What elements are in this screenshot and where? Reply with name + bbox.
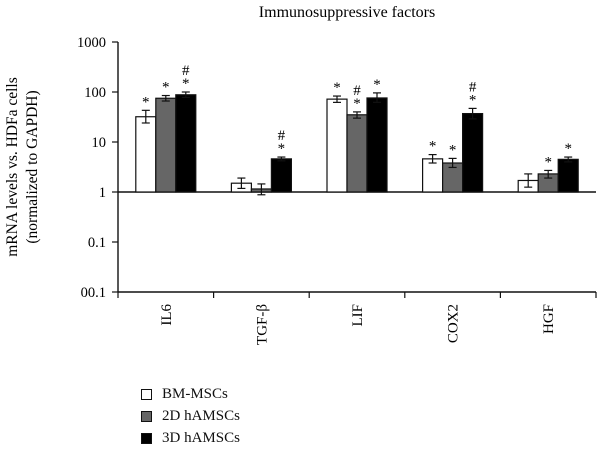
significance-star: * [544,154,552,170]
legend-swatch-2d-hamscs [141,410,152,422]
significance-star: * [469,92,477,108]
bar [422,158,444,193]
legend-item-2d-hamscs: 2D hAMSCs [141,405,240,427]
significance-star: * [142,94,150,110]
significance-star: * [373,77,381,93]
significance-star: * [333,80,341,96]
significance-star: * [449,142,457,158]
bar [346,114,368,193]
legend-item-3d-hamscs: 3D hAMSCs [141,427,240,449]
bar [557,158,579,193]
category-label: LIF [350,304,366,327]
bar [175,94,197,193]
significance-star: * [278,141,286,157]
hash-marker: # [278,128,286,144]
significance-star: * [564,141,572,157]
y-tick-label: 1 [99,185,106,201]
chart-title: Immunosuppressive factors [259,4,435,21]
y-tick-label: 00.1 [81,285,106,301]
category-label: COX2 [446,304,462,343]
bar [326,98,348,193]
significance-star: * [353,96,361,112]
y-tick-label: 1000 [77,35,106,51]
legend-swatch-bm-mscs [141,388,152,400]
y-axis-label-line1: mRNA levels vs. HDFa cells [4,77,21,257]
hash-marker: # [469,79,477,95]
bars [135,91,579,196]
bar [270,158,292,193]
legend: BM-MSCs 2D hAMSCs 3D hAMSCs [141,383,240,449]
legend-swatch-3d-hamscs [141,432,152,444]
category-label: TGF-β [254,304,270,345]
axes: 1000 100 10 1 0.1 00.1 [77,35,597,301]
labels: IL6 TGF-β LIF COX2 HGF**#*#** #*** *#*** [142,63,572,345]
hash-marker: # [353,83,361,99]
category-label: HGF [541,304,557,334]
legend-label: 3D hAMSCs [162,429,240,446]
y-axis-label-line2: (normalized to GAPDH) [24,90,41,243]
y-tick-label: 100 [84,85,106,101]
significance-star: * [182,76,190,92]
significance-star: * [429,139,437,155]
y-tick-label: 10 [92,135,107,151]
bar [135,116,157,193]
bar [462,112,484,193]
significance-star: * [162,80,170,96]
legend-item-bm-mscs: BM-MSCs [141,383,240,405]
legend-label: BM-MSCs [162,385,228,402]
hash-marker: # [182,63,190,79]
y-tick-label: 0.1 [88,235,106,251]
category-label: IL6 [159,304,175,326]
bar [155,97,177,193]
legend-label: 2D hAMSCs [162,407,240,424]
bar [366,97,388,193]
